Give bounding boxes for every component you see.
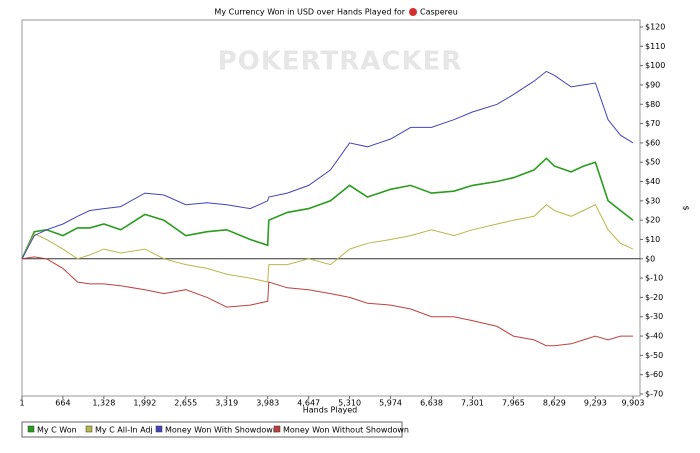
- x-tick-label: 4,647: [297, 399, 320, 408]
- x-tick-label: 5,310: [338, 399, 361, 408]
- x-tick-label: 1,992: [133, 399, 156, 408]
- legend-swatch: [85, 425, 93, 433]
- watermark: POKERTRACKER: [218, 47, 463, 77]
- y-tick-label: $30: [645, 196, 660, 205]
- y-tick-label: $-10: [645, 274, 663, 283]
- x-tick-label: 3,319: [215, 399, 238, 408]
- y-tick-label: $60: [645, 138, 660, 147]
- series-line: [21, 157, 634, 260]
- x-tick-label: 1: [19, 399, 24, 408]
- y-tick-label: $110: [645, 42, 665, 51]
- player-icon: [409, 8, 417, 16]
- x-tick-label: 7,965: [502, 399, 525, 408]
- legend-swatch: [273, 425, 281, 433]
- legend-label: My C Won: [37, 426, 77, 435]
- x-tick-label: 664: [55, 399, 70, 408]
- legend-box: [21, 421, 403, 438]
- y-tick-label: $80: [645, 100, 660, 109]
- x-axis-label: Hands Played: [303, 406, 357, 415]
- legend-label: My C All-In Adj: [95, 426, 153, 435]
- y-tick-label: $0: [645, 254, 655, 263]
- y-tick-label: $-40: [645, 332, 663, 341]
- y-tick-label: $20: [645, 216, 660, 225]
- y-tick-label: $-30: [645, 312, 663, 321]
- legend-label: Money Won With Showdown: [165, 426, 278, 435]
- y-tick-label: $-50: [645, 351, 663, 360]
- y-tick-label: $10: [645, 235, 660, 244]
- x-tick-label: 6,638: [420, 399, 443, 408]
- legend-label: Money Won Without Showdown: [283, 426, 409, 435]
- x-tick-label: 8,629: [543, 399, 566, 408]
- x-tick-label: 7,301: [461, 399, 484, 408]
- series-line: [21, 256, 633, 347]
- series-line: [21, 204, 634, 283]
- y-tick-label: $100: [645, 61, 665, 70]
- x-tick-label: 9,903: [622, 399, 645, 408]
- y-tick-label: $-20: [645, 293, 663, 302]
- y-tick-label: $40: [645, 177, 660, 186]
- x-tick-label: 5,974: [379, 399, 402, 408]
- x-tick-label: 2,655: [174, 399, 197, 408]
- y-tick-label: $50: [645, 158, 660, 167]
- chart-title: My Currency Won in USD over Hands Played…: [214, 8, 405, 17]
- x-tick-label: 1,328: [92, 399, 115, 408]
- plot-area: [21, 19, 641, 397]
- legend-swatch: [27, 425, 35, 433]
- y-tick-label: $120: [645, 23, 665, 32]
- y-tick-label: $70: [645, 119, 660, 128]
- player-name: Caspereu: [420, 8, 458, 17]
- x-tick-label: 3,983: [256, 399, 279, 408]
- legend-swatch: [155, 425, 163, 433]
- y-tick-label: $-70: [645, 390, 663, 399]
- y-axis-label: $: [682, 205, 691, 210]
- y-tick-label: $90: [645, 80, 660, 89]
- x-tick-label: 9,293: [584, 399, 607, 408]
- series-line: [21, 70, 634, 260]
- y-tick-label: $-60: [645, 370, 663, 379]
